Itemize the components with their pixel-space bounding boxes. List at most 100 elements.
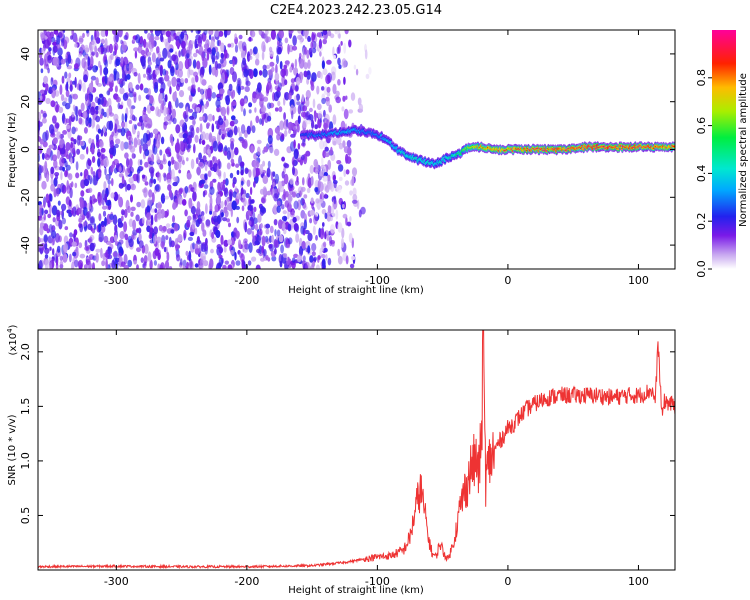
heatmap-cell [134, 50, 138, 59]
heatmap-cell [273, 219, 278, 226]
heatmap-cell [200, 179, 206, 184]
heatmap-cell [53, 159, 58, 169]
heatmap-cell [316, 103, 322, 111]
heatmap-cell [276, 87, 281, 92]
heatmap-cell [309, 218, 313, 224]
heatmap-cell [190, 30, 194, 33]
heatmap-cell [209, 196, 213, 207]
heatmap-cell [227, 264, 233, 269]
heatmap-cell [53, 253, 58, 263]
heatmap-cell [267, 257, 271, 262]
heatmap-cell [165, 41, 171, 52]
heatmap-cell [352, 187, 357, 197]
heatmap-cell [319, 228, 325, 240]
heatmap-cell [43, 58, 47, 70]
heatmap-cell [44, 209, 49, 215]
heatmap-cell [164, 260, 170, 269]
heatmap-cell [305, 261, 310, 269]
heatmap-cell [305, 150, 311, 157]
heatmap-cell [86, 30, 89, 34]
heatmap-cell [88, 236, 93, 245]
heatmap-cell [249, 186, 253, 196]
heatmap-cell [95, 37, 101, 44]
heatmap-cell [66, 77, 71, 83]
heatmap-cell [44, 254, 49, 259]
heatmap-cell [199, 116, 203, 122]
heatmap-cell [312, 40, 317, 49]
heatmap-cell [272, 181, 275, 188]
heatmap-cell [337, 79, 341, 86]
colorbar-tick-label: 0.4 [695, 165, 708, 183]
heatmap-cell [193, 143, 196, 154]
heatmap-cell [296, 93, 300, 102]
heatmap-cell [48, 224, 53, 233]
heatmap-cell [302, 119, 308, 129]
heatmap-cell [79, 253, 86, 259]
heatmap-cell [178, 90, 185, 98]
heatmap-cell [233, 125, 238, 136]
heatmap-cell [159, 93, 163, 101]
heatmap-cell [283, 173, 289, 185]
heatmap-cell [276, 133, 281, 141]
heatmap-cell [123, 221, 128, 233]
heatmap-cell [136, 201, 142, 208]
heatmap-cell [355, 68, 359, 76]
heatmap-cell [104, 167, 107, 176]
heatmap-cell [212, 215, 219, 223]
heatmap-cell [126, 183, 131, 191]
heatmap-cell [120, 215, 124, 222]
heatmap-cell [45, 97, 51, 105]
heatmap-cell [40, 47, 46, 55]
colorbar: 0.0 0.2 0.4 0.6 0.8 Normalized spectral ampl… [695, 30, 749, 278]
heatmap-cell [49, 193, 53, 202]
heatmap-cell [306, 187, 311, 194]
heatmap-cell [330, 71, 336, 81]
heatmap-cell [225, 30, 231, 36]
heatmap-cell [88, 263, 92, 269]
heatmap-cell [121, 40, 128, 52]
heatmap-cell [49, 124, 55, 135]
heatmap-cell [48, 144, 55, 149]
heatmap-cell [209, 258, 214, 269]
heatmap-cell [122, 92, 129, 101]
y-tick-label: 20 [19, 95, 32, 109]
heatmap-cell [266, 81, 272, 90]
heatmap-cell [159, 77, 164, 85]
heatmap-cell [124, 152, 129, 159]
heatmap-cell [128, 63, 134, 72]
heatmap-cell [106, 108, 110, 119]
heatmap-cell [238, 34, 243, 40]
heatmap-cell [162, 225, 167, 232]
heatmap-cell [78, 53, 83, 58]
heatmap-cell [109, 82, 114, 89]
heatmap-cell [231, 115, 236, 121]
heatmap-cell [288, 92, 292, 101]
heatmap-cell [68, 94, 73, 105]
heatmap-cell [287, 43, 290, 55]
heatmap-cell [49, 31, 54, 39]
heatmap-cell [150, 105, 155, 112]
heatmap-cell [104, 193, 108, 203]
heatmap-cell [171, 76, 177, 88]
heatmap-cell [251, 93, 258, 104]
heatmap-cell [43, 75, 49, 85]
heatmap-cell [189, 258, 193, 269]
heatmap-cell [54, 233, 60, 243]
heatmap-cell [113, 42, 119, 51]
heatmap-cell [293, 223, 299, 232]
heatmap-cell [313, 256, 317, 262]
heatmap-cell [107, 246, 112, 255]
heatmap-cell [118, 182, 124, 189]
heatmap-cell [137, 172, 140, 184]
heatmap-cell [59, 84, 63, 95]
heatmap-cell [54, 122, 60, 129]
heatmap-cell [211, 232, 215, 239]
heatmap-cell [61, 203, 67, 211]
heatmap-cell [324, 193, 328, 199]
heatmap-cell [224, 49, 228, 59]
heatmap-cell [199, 123, 203, 133]
x-tick-label: 0 [504, 274, 511, 287]
heatmap-cell [195, 49, 199, 54]
heatmap-cell [332, 212, 336, 218]
heatmap-cell [298, 58, 305, 69]
